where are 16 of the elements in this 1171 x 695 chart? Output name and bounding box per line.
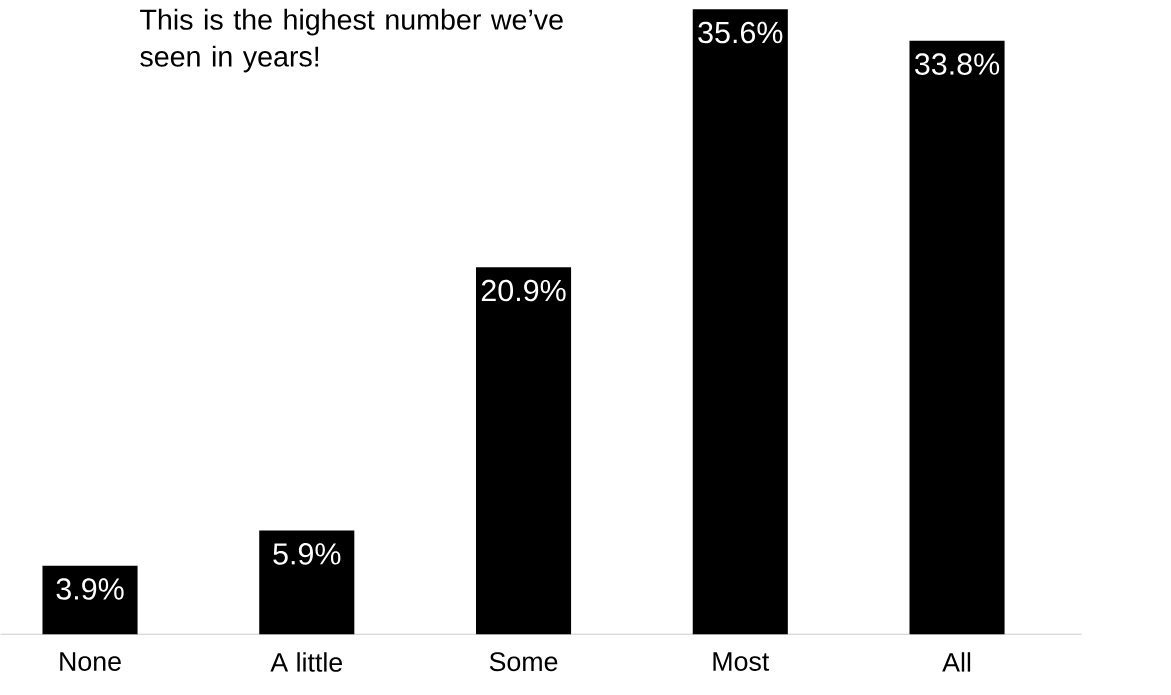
data-label: 20.9%	[481, 279, 566, 302]
x-tick-label: A little	[270, 652, 343, 672]
bar	[692, 9, 788, 635]
bar	[42, 565, 138, 635]
x-tick-label: Most	[713, 652, 770, 671]
annotation: This is the highest number we’ve seen in years!	[140, 8, 563, 73]
data-label: 3.9%	[56, 578, 124, 600]
data-label: 35.6%	[698, 21, 783, 44]
x-tick-label: All	[942, 652, 971, 672]
x-tick-label: Some	[489, 652, 558, 672]
x-tick-label: None	[60, 652, 121, 671]
bar	[909, 40, 1005, 635]
data-label: 33.8%	[915, 53, 1000, 75]
data-label: 5.9%	[273, 543, 341, 565]
bar	[259, 530, 355, 635]
bar	[475, 267, 572, 635]
